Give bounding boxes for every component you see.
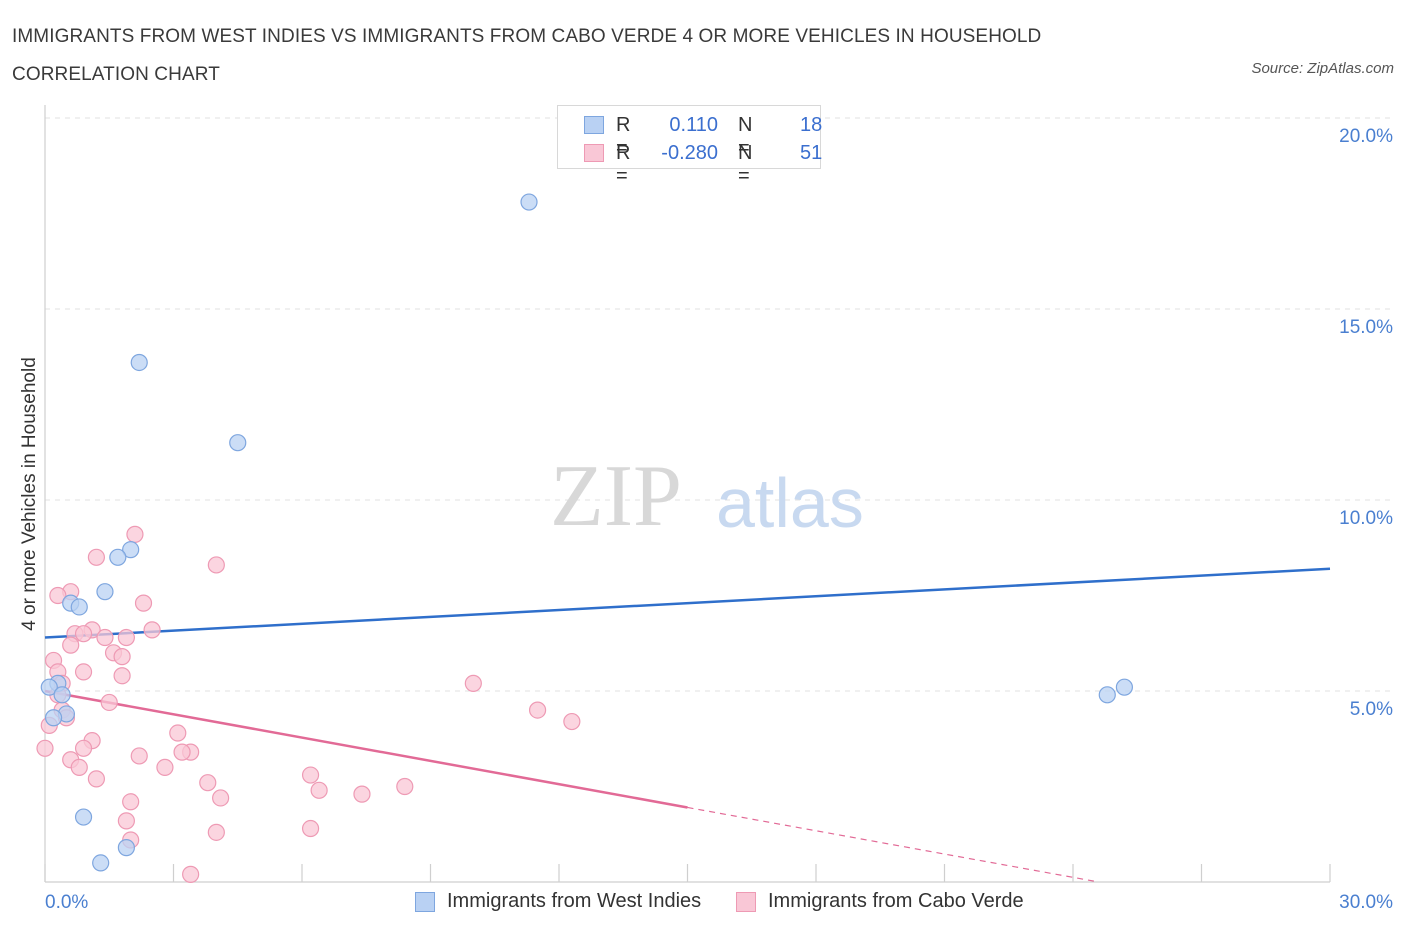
legend-n-value: 18	[800, 114, 823, 136]
trend-layer	[44, 567, 1331, 883]
data-point-west-indies	[109, 548, 127, 566]
data-point-cabo-verde	[100, 693, 118, 712]
y-tick-label: 15.0%	[1339, 317, 1393, 338]
trend-line	[44, 689, 688, 809]
data-point-west-indies	[44, 709, 63, 727]
data-point-cabo-verde	[199, 774, 217, 792]
data-point-cabo-verde	[173, 743, 191, 761]
data-point-cabo-verde	[74, 625, 93, 643]
data-point-cabo-verde	[143, 621, 161, 639]
x-tick-label: 30.0%	[1339, 892, 1393, 913]
data-point-cabo-verde	[74, 739, 93, 757]
data-point-west-indies	[70, 598, 88, 616]
data-point-west-indies	[229, 434, 247, 452]
data-point-cabo-verde	[113, 667, 131, 685]
legend-swatch-cabo-verde	[584, 144, 604, 162]
data-point-west-indies	[1098, 686, 1116, 704]
data-point-cabo-verde	[182, 865, 200, 883]
legend-swatch-west-indies	[584, 116, 604, 134]
data-point-cabo-verde	[464, 674, 482, 692]
grid-layer	[45, 117, 1395, 692]
bottom-legend-label-cabo-verde: Immigrants from Cabo Verde	[768, 890, 1024, 912]
data-point-cabo-verde	[301, 766, 320, 784]
data-point-cabo-verde	[528, 701, 547, 719]
data-point-cabo-verde	[96, 628, 114, 647]
legend-r-value: 0.110	[669, 114, 718, 136]
legend-r-value: -0.280	[661, 142, 718, 164]
y-tick-label: 5.0%	[1350, 699, 1393, 720]
data-point-cabo-verde	[49, 586, 67, 605]
source-label: Source: ZipAtlas.com	[1251, 60, 1394, 77]
legend-n-label: N =	[738, 142, 753, 187]
data-point-cabo-verde	[70, 758, 88, 777]
data-point-west-indies	[74, 808, 93, 826]
data-point-cabo-verde	[169, 724, 187, 742]
data-point-cabo-verde	[310, 781, 328, 799]
watermark-zip: ZIP	[550, 448, 682, 545]
points-layer	[36, 193, 1134, 883]
data-point-cabo-verde	[113, 648, 131, 666]
data-point-cabo-verde	[62, 636, 80, 654]
bottom-legend-swatch-west-indies	[415, 892, 435, 912]
data-point-cabo-verde	[563, 712, 581, 731]
legend-n-value: 51	[800, 142, 823, 164]
bottom-legend-swatch-cabo-verde	[736, 892, 756, 912]
data-point-cabo-verde	[212, 789, 230, 807]
chart-title: IMMIGRANTS FROM WEST INDIES VS IMMIGRANT…	[12, 26, 1042, 85]
trend-line	[44, 567, 1331, 639]
data-point-cabo-verde	[122, 793, 140, 811]
data-point-cabo-verde	[74, 663, 93, 681]
trend-line-extrapolated	[687, 806, 1099, 883]
data-point-west-indies	[96, 583, 114, 601]
y-tick-label: 10.0%	[1339, 508, 1393, 529]
data-point-west-indies	[130, 353, 148, 372]
data-point-west-indies	[122, 541, 140, 559]
data-point-cabo-verde	[207, 823, 225, 841]
data-point-west-indies	[520, 193, 538, 211]
data-point-cabo-verde	[130, 747, 148, 765]
legend-r-label: R =	[616, 114, 631, 159]
data-point-cabo-verde	[207, 556, 225, 574]
bottom-legend-label-west-indies: Immigrants from West Indies	[447, 890, 702, 912]
correlation-legend: R = 0.110 N = 18 R = -0.280 N = 51	[557, 105, 823, 187]
x-tick-label: 0.0%	[45, 892, 88, 913]
data-point-west-indies	[117, 839, 135, 857]
data-point-west-indies	[92, 854, 110, 872]
data-point-cabo-verde	[353, 785, 371, 803]
data-point-cabo-verde	[156, 758, 174, 777]
y-axis-label: 4 or more Vehicles in Household	[19, 357, 40, 631]
data-point-west-indies	[1115, 678, 1134, 696]
legend-r-label: R =	[616, 142, 631, 187]
data-point-cabo-verde	[36, 739, 54, 757]
data-point-cabo-verde	[117, 628, 135, 647]
legend-n-label: N =	[738, 114, 753, 159]
data-point-west-indies	[53, 686, 71, 704]
data-point-west-indies	[40, 678, 58, 696]
data-point-cabo-verde	[301, 819, 320, 838]
data-point-cabo-verde	[134, 594, 153, 612]
data-point-cabo-verde	[117, 812, 135, 830]
data-point-cabo-verde	[87, 548, 106, 566]
data-point-cabo-verde	[396, 777, 414, 796]
y-tick-label: 20.0%	[1339, 126, 1393, 147]
data-point-cabo-verde	[87, 770, 106, 788]
data-point-cabo-verde	[126, 525, 144, 543]
watermark-atlas: atlas	[716, 464, 864, 542]
watermark: ZIP atlas	[550, 448, 864, 545]
